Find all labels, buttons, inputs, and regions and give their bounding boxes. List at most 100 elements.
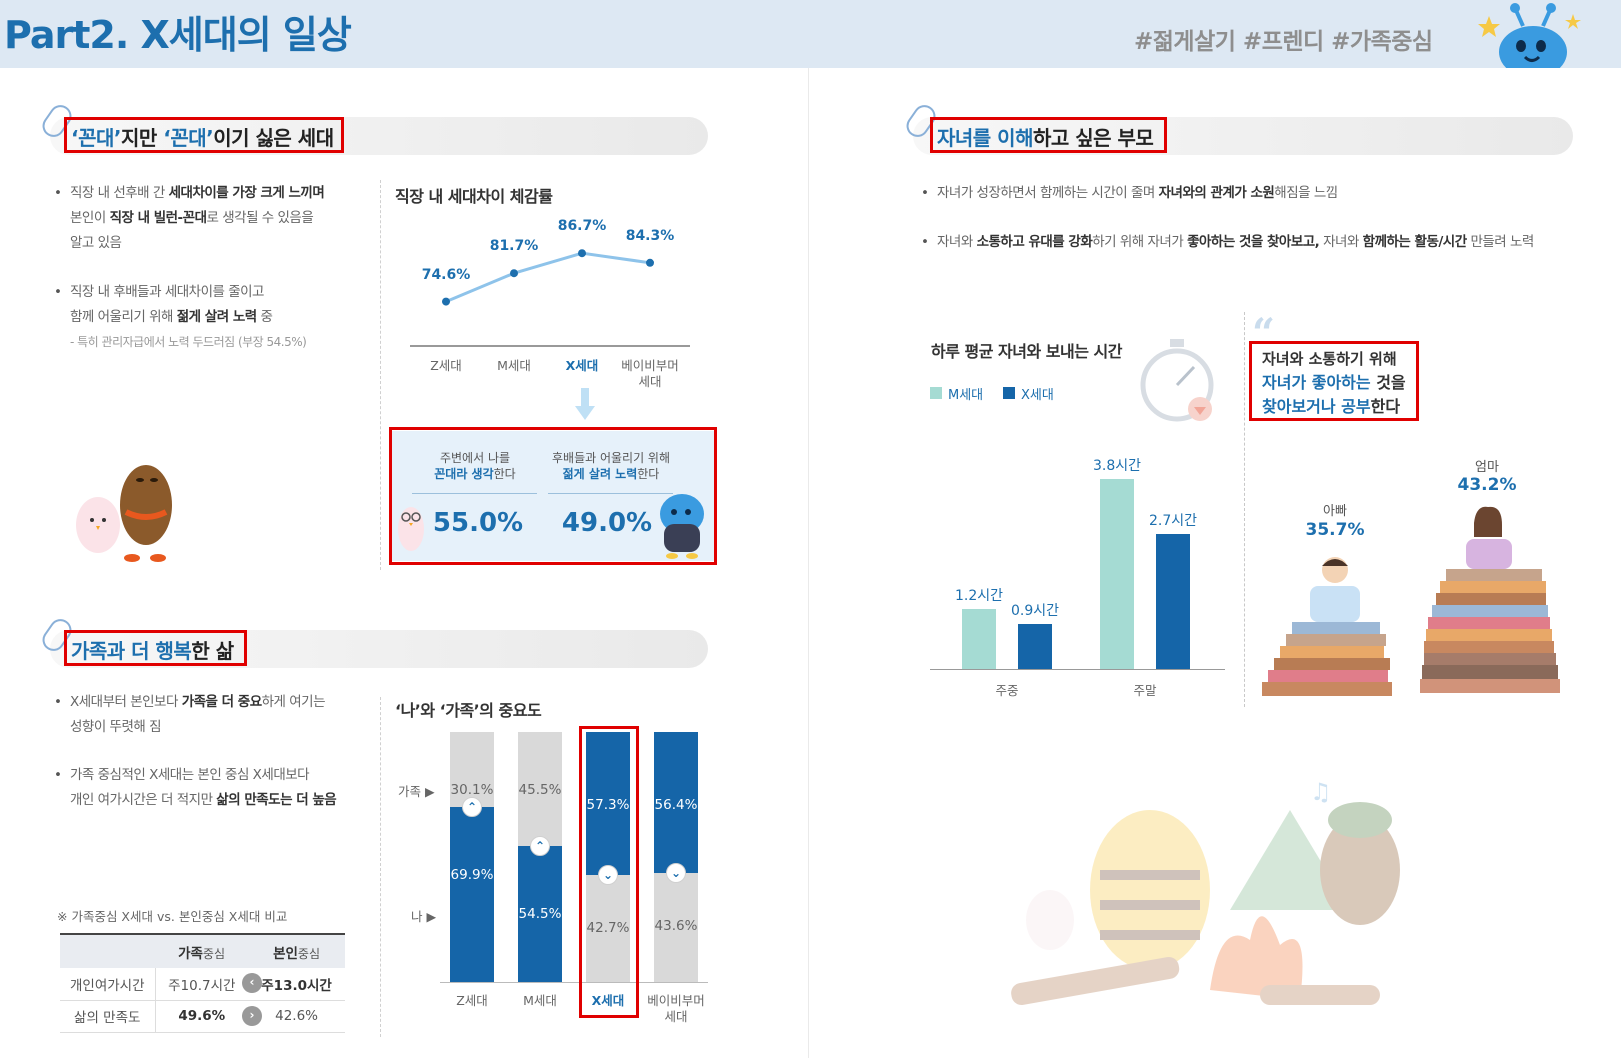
table-header-self: 본인중심 xyxy=(248,933,345,968)
bullet-young-effort: • 직장 내 후배들과 세대차이를 줄이고 함께 어울리기 위해 젊게 살려 노… xyxy=(54,280,370,355)
legend-label: X세대 xyxy=(1021,388,1054,403)
stacked-bar-family xyxy=(586,732,630,876)
chart2-title: ‘나’와 ‘가족’의 중요도 xyxy=(395,701,542,720)
stacked-value-self: 69.9% xyxy=(450,867,494,884)
table-cell-label: 개인여가시간 xyxy=(60,968,156,1001)
stopwatch-icon xyxy=(1140,339,1214,422)
dad-on-books-illustration xyxy=(1262,557,1392,696)
table-cell-family: 49.6% xyxy=(155,1000,249,1033)
survey-q-young: 후배들과 어울리기 위해 젊게 살려 노력한다 xyxy=(551,451,671,481)
section-title-kkondae: ‘꼰대’지만 ‘꼰대’이기 싫은 세대 xyxy=(64,117,344,153)
stacked-value-self: 42.7% xyxy=(586,920,630,937)
bullet-dot: • xyxy=(54,185,62,201)
bullet-family-important: • X세대부터 본인보다 가족을 더 중요하게 여기는 성향이 뚜렷해 짐 xyxy=(54,690,370,740)
dashed-separator xyxy=(380,697,381,1037)
stacked-tick-label: M세대 xyxy=(523,993,557,1008)
chevron-up-icon: ⌃ xyxy=(530,835,550,856)
legend-label: M세대 xyxy=(948,388,984,403)
line-value-label: 86.7% xyxy=(557,218,607,235)
stacked-bar-family xyxy=(654,732,698,873)
down-arrow-icon xyxy=(575,388,595,420)
quote-line2: 자녀가 좋아하는 것을 xyxy=(1262,373,1406,392)
page-divider xyxy=(808,68,809,1058)
section-bar xyxy=(913,117,1573,155)
chart3-title: 하루 평균 자녀와 보내는 시간 xyxy=(931,342,1122,361)
grouped-bar-m xyxy=(962,609,996,669)
grouped-value-label: 0.9시간 xyxy=(1010,603,1060,619)
chart1-title: 직장 내 세대차이 체감률 xyxy=(395,187,553,206)
grouped-value-label: 3.8시간 xyxy=(1092,458,1142,474)
grouped-tick-label: 주중 xyxy=(995,683,1019,698)
table-cell-family: 주10.7시간 xyxy=(155,968,249,1001)
chevron-down-icon: ⌄ xyxy=(666,863,686,883)
table-cell-self: 42.6% xyxy=(248,1000,345,1033)
line-value-label: 81.7% xyxy=(489,238,539,255)
mom-label: 엄마 xyxy=(1475,460,1499,475)
quote-mark-icon: “ xyxy=(1252,310,1276,357)
svg-text:♫: ♫ xyxy=(1310,778,1332,806)
line-chart-generation-gap xyxy=(442,249,654,306)
dashed-separator xyxy=(380,180,381,570)
survey-divider xyxy=(548,493,673,494)
bullet-communication: • 자녀와 소통하고 유대를 강화하기 위해 자녀가 좋아하는 것을 찾아보고,… xyxy=(921,230,1597,255)
stacked-bar-family xyxy=(450,732,494,808)
table-cell-self: 주13.0시간 xyxy=(248,968,345,1001)
section-bar xyxy=(50,117,708,155)
page-header xyxy=(0,0,1621,68)
stacked-tick-label: Z세대 xyxy=(456,993,488,1008)
highlight-box-x-generation xyxy=(579,726,639,1018)
blue-mascot-character xyxy=(660,494,704,559)
stacked-bar-self xyxy=(450,807,494,982)
bullet-relationship: • 자녀가 성장하면서 함께하는 시간이 줄며 자녀와의 관계가 소원해짐을 느… xyxy=(921,181,1587,206)
line-value-label: 84.3% xyxy=(625,227,675,244)
table-header-empty xyxy=(60,933,155,968)
bullet-dot: • xyxy=(54,694,62,710)
stacked-value-family: 45.5% xyxy=(518,782,562,798)
chevron-left-icon: ‹ xyxy=(242,973,262,993)
legend-swatch xyxy=(1003,387,1015,399)
stacked-value-self: 43.6% xyxy=(654,918,698,934)
legend-swatch xyxy=(930,387,942,399)
stacked-bar-self xyxy=(518,845,562,982)
grouped-bar-m xyxy=(1100,479,1134,669)
grouped-chart-axis xyxy=(930,669,1225,670)
grouped-bar-chart-time: 1.2시간 0.9시간 주중 3.8시간 2.7시간 주말 xyxy=(0,0,1197,698)
stacked-bar-chart-importance: 30.1% 69.9% ⌃ Z세대 45.5% 54.5% ⌃ M세대 57.3% 42.7% ⌄ X… xyxy=(0,0,705,1024)
bullet-dot: • xyxy=(921,185,929,201)
dashed-separator xyxy=(1244,312,1245,707)
stacked-bar-family xyxy=(518,732,562,846)
stack-label-family: 가족 ▶ xyxy=(398,784,435,799)
grouped-bar-x xyxy=(1156,534,1190,669)
section-title-parents: 자녀를 이해하고 싶은 부모 xyxy=(930,117,1167,153)
comparison-table: 가족중심 본인중심 개인여가시간 주10.7시간 주13.0시간 삶의 만족도 … xyxy=(60,933,345,1033)
stacked-bar-self xyxy=(654,873,698,982)
mom-value: 43.2% xyxy=(1457,475,1517,495)
bullet-workplace-gap: • 직장 내 선후배 간 세대차이를 가장 크게 느끼며 본인이 직장 내 빌런… xyxy=(54,181,370,256)
bullet-dot: • xyxy=(921,234,929,250)
stack-label-self: 나 ▶ xyxy=(411,909,437,924)
line-tick-label: Z세대 xyxy=(430,358,462,373)
line-value-label: 74.6% xyxy=(421,266,471,283)
line-tick-label: X세대 xyxy=(565,358,599,373)
survey-divider xyxy=(412,493,537,494)
section-bar xyxy=(50,630,708,668)
dad-label: 아빠 xyxy=(1323,504,1347,519)
table-header-row: 가족중심 본인중심 xyxy=(60,933,345,968)
survey-q-kkondae: 주변에서 나를 꼰대라 생각한다 xyxy=(434,451,516,481)
stacked-value-family: 56.4% xyxy=(654,797,698,813)
mascot-head-illustration xyxy=(1478,3,1581,68)
quote-box: 자녀와 소통하기 위해 자녀가 좋아하는 것을 찾아보거나 공부한다 xyxy=(1249,341,1419,421)
grouped-tick-label: 주말 xyxy=(1133,683,1157,698)
highlight-box-survey xyxy=(389,427,717,565)
grouped-bar-x xyxy=(1018,624,1052,669)
quote-line1: 자녀와 소통하기 위해 xyxy=(1262,350,1397,368)
stacked-value-family: 30.1% xyxy=(450,782,494,798)
chick-character xyxy=(398,507,424,551)
chevron-up-icon: ⌃ xyxy=(462,797,482,818)
stacked-tick-label: X세대 xyxy=(591,993,625,1008)
line-chart-axis xyxy=(410,345,690,347)
line-series xyxy=(445,251,651,303)
line-point xyxy=(510,269,518,278)
survey-box xyxy=(392,431,714,561)
table-row: 개인여가시간 주10.7시간 주13.0시간 xyxy=(60,968,345,1001)
